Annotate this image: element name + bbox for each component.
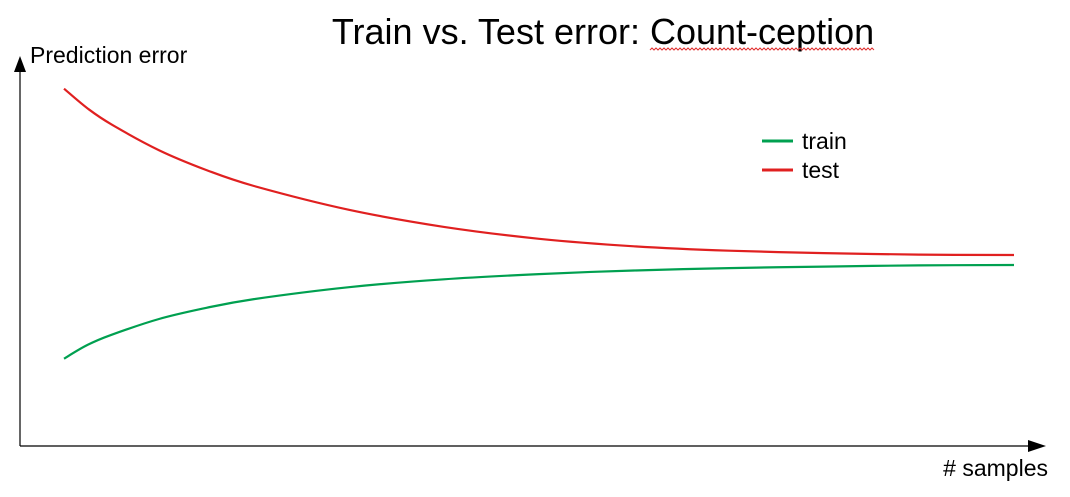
legend-label-test: test <box>802 157 840 183</box>
x-axis-label: # samples <box>943 455 1048 481</box>
series-line-test <box>63 87 1015 257</box>
spellcheck-underline <box>649 47 875 51</box>
axes <box>14 56 1046 452</box>
series-group <box>63 87 1015 360</box>
y-axis-arrow <box>14 56 26 72</box>
chart-title: Train vs. Test error: Count-ception <box>332 11 874 52</box>
chart-title-prefix: Train vs. Test error: <box>332 11 650 52</box>
series-line-train <box>63 263 1015 360</box>
y-axis-label: Prediction error <box>30 42 188 68</box>
legend-label-train: train <box>802 128 847 154</box>
x-axis-arrow <box>1028 440 1046 452</box>
chart-title-underlined-word: Count-ception <box>650 11 874 52</box>
legend: train test <box>762 128 847 183</box>
